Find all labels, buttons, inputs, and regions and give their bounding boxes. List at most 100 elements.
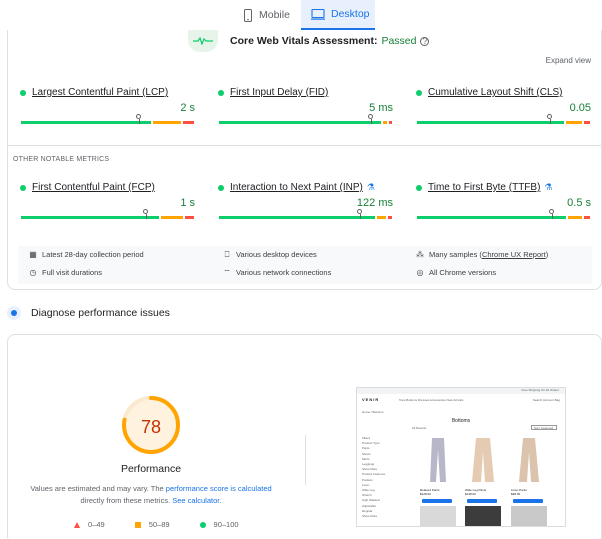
samples-icon: ⁂ — [416, 250, 424, 259]
device-tabs: Mobile Desktop — [0, 0, 602, 30]
performance-card: 78 Performance Values are estimated and … — [7, 334, 602, 539]
device-types: ⎕ Various desktop devices — [224, 249, 317, 260]
metric-inp: Interaction to Next Paint (INP) ⚗ 122 ms — [218, 182, 393, 219]
legend-good: 90–100 — [199, 520, 239, 529]
metric-fid-marker — [368, 114, 374, 124]
performance-label: Performance — [120, 463, 182, 475]
metric-fcp-label[interactable]: First Contentful Paint (FCP) — [32, 182, 155, 193]
legend-poor: 0–49 — [74, 520, 105, 529]
performance-score: 78 — [140, 417, 162, 437]
expand-view-link[interactable]: Expand view — [545, 56, 591, 65]
collection-period: ▦ Latest 28-day collection period — [29, 250, 144, 259]
metric-fcp-value: 1 s — [180, 197, 195, 209]
chrome-ux-report-link[interactable]: Chrome UX Report — [481, 250, 546, 259]
metric-fid-label[interactable]: First Input Delay (FID) — [230, 87, 329, 98]
metric-fid-value: 5 ms — [369, 102, 393, 114]
product-image — [420, 506, 456, 526]
flask-icon[interactable]: ⚗ — [544, 182, 553, 192]
product-caption: Relaxed Pants $128.00 — [420, 488, 440, 496]
see-calculator-link[interactable]: See calculator. — [172, 496, 222, 505]
metric-fcp-marker — [143, 209, 149, 219]
devices-icon: ⎕ — [224, 249, 230, 259]
good-dot-icon — [416, 184, 422, 191]
good-dot-icon — [416, 89, 422, 96]
flask-icon[interactable]: ⚗ — [366, 182, 375, 192]
score-legend: 0–49 50–89 90–100 — [74, 520, 239, 529]
other-metrics-heading: OTHER NOTABLE METRICS — [13, 156, 110, 163]
tab-desktop-label: Desktop — [331, 8, 370, 20]
metric-cls-marker — [547, 114, 553, 124]
visit-durations: ◷ Full visit durations — [29, 268, 103, 277]
metric-lcp-value: 2 s — [180, 102, 195, 114]
screenshot-nav: Tops Bottoms Dresses Accessories New Arr… — [399, 398, 464, 402]
metric-ttfb-distribution-bar — [417, 216, 590, 219]
metric-fid: First Input Delay (FID) 5 ms — [218, 87, 393, 124]
core-web-vitals-card: Core Web Vitals Assessment: Passed ? Exp… — [7, 30, 602, 290]
metric-ttfb-label[interactable]: Time to First Byte (TTFB) — [428, 182, 541, 193]
screenshot-topbar: Free Shipping On All Orders — [357, 388, 565, 394]
metric-ttfb: Time to First Byte (TTFB) ⚗ 0.5 s — [416, 182, 591, 219]
calendar-icon: ▦ — [29, 250, 37, 259]
metric-lcp-label[interactable]: Largest Contentful Paint (LCP) — [32, 87, 169, 98]
metric-cls-distribution-bar — [417, 121, 590, 124]
metric-inp-label[interactable]: Interaction to Next Paint (INP) — [230, 182, 363, 193]
good-dot-icon — [20, 89, 26, 96]
cwv-header: Core Web Vitals Assessment: Passed ? — [188, 30, 430, 52]
screenshot-breadcrumb: Home / Bottoms — [362, 410, 384, 414]
phone-icon — [244, 8, 252, 22]
triangle-icon — [74, 521, 80, 528]
add-to-bag-button — [467, 499, 497, 503]
metric-cls-value: 0.05 — [569, 102, 591, 114]
product-image — [420, 436, 456, 484]
field-data-info: ▦ Latest 28-day collection period ⎕ Variou… — [18, 246, 592, 284]
screenshot-results: 24 Results — [412, 426, 427, 430]
metric-ttfb-value: 0.5 s — [567, 197, 591, 209]
add-to-bag-button — [513, 499, 543, 503]
metric-cls-label[interactable]: Cumulative Layout Shift (CLS) — [428, 87, 563, 98]
tab-desktop[interactable]: Desktop — [301, 0, 375, 30]
screenshot-nav-right: Search Account Bag — [532, 398, 560, 402]
metric-fid-distribution-bar — [219, 121, 392, 124]
metric-inp-value: 122 ms — [356, 197, 393, 209]
product-image — [511, 506, 547, 526]
metric-lcp: Largest Contentful Paint (LCP) 2 s — [20, 87, 195, 124]
performance-gauge — [122, 396, 180, 454]
chrome-versions: ◎ All Chrome versions — [416, 268, 497, 277]
tab-mobile[interactable]: Mobile — [243, 0, 290, 30]
metric-fcp: First Contentful Paint (FCP) 1 s — [20, 182, 195, 219]
sample-source: ⁂ Many samples (Chrome UX Report) — [416, 250, 549, 259]
product-caption: Linen Pants $98.00 — [511, 488, 527, 496]
circle-icon — [199, 521, 206, 528]
divider — [8, 145, 601, 146]
metric-ttfb-marker — [549, 209, 555, 219]
product-caption: Wide Leg Pants $148.00 — [465, 488, 487, 496]
product-image — [465, 436, 501, 484]
vertical-divider — [305, 435, 306, 485]
cwv-title: Core Web Vitals Assessment: — [230, 35, 378, 47]
legend-average: 50–89 — [134, 520, 170, 529]
pulse-icon — [188, 30, 218, 52]
good-dot-icon — [218, 89, 224, 96]
good-dot-icon — [20, 184, 26, 191]
info-icon[interactable]: ? — [420, 35, 430, 46]
product-image — [511, 436, 547, 484]
metric-cls: Cumulative Layout Shift (CLS) 0.05 — [416, 87, 591, 124]
performance-note: Values are estimated and may vary. The p… — [30, 484, 272, 505]
diagnose-title: Diagnose performance issues — [31, 307, 170, 319]
product-image — [465, 506, 501, 526]
score-calculated-link[interactable]: performance score is calculated — [165, 484, 272, 493]
wifi-icon: ⌔ — [223, 267, 231, 277]
diagnose-section-header: Diagnose performance issues — [7, 306, 170, 320]
network-connections: ⌔ Various network connections — [223, 267, 332, 278]
screenshot-filters: Filters Product Type Pants Shorts Skirts… — [362, 436, 386, 519]
screenshot-title: Bottoms — [451, 418, 471, 424]
monitor-icon — [311, 8, 325, 20]
add-to-bag-button — [422, 499, 452, 503]
metric-lcp-distribution-bar — [21, 121, 194, 124]
screenshot-sort: Sort: Featured — [531, 425, 557, 430]
good-dot-icon — [218, 184, 224, 191]
screenshot-brand: VENIR — [362, 397, 380, 402]
chrome-icon: ◎ — [416, 268, 424, 277]
metric-inp-marker — [357, 209, 363, 219]
page-screenshot: Free Shipping On All Orders VENIR Tops B… — [356, 387, 566, 527]
